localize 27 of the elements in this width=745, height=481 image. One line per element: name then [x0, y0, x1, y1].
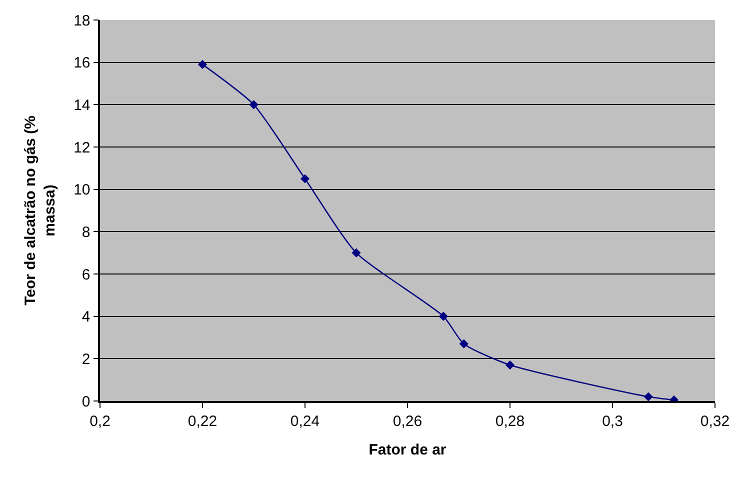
x-axis-title: Fator de ar [368, 441, 446, 458]
y-tick-label: 8 [82, 224, 90, 241]
y-tick-label: 2 [82, 350, 90, 368]
point [249, 100, 258, 110]
x-tick-label: 0,24 [290, 412, 320, 430]
y-axis-title: Teor de alcatrão no gás (% massa) [22, 116, 58, 306]
y-tick-label: 16 [74, 54, 90, 72]
y-tick-label: 4 [82, 308, 90, 326]
x-tick-label: 0,26 [392, 412, 422, 430]
point [505, 360, 515, 370]
point [352, 248, 361, 258]
x-tick-label: 0,32 [700, 412, 730, 430]
x-tick-label: 0,3 [602, 412, 623, 430]
point [438, 312, 448, 321]
point [198, 60, 208, 69]
point [644, 392, 653, 401]
point [300, 174, 310, 184]
y-tick-label: 14 [74, 96, 90, 114]
y-tick-label: 18 [74, 12, 90, 30]
y-tick-label: 6 [82, 266, 90, 284]
x-tick-label: 0,22 [188, 412, 218, 430]
x-tick-label: 0,28 [495, 412, 525, 430]
y-tick-label: 12 [74, 139, 90, 156]
y-tick-label: 10 [74, 182, 90, 199]
point [459, 339, 468, 348]
y-tick-label: 0 [82, 393, 90, 410]
x-tick-label: 0,2 [90, 412, 110, 430]
